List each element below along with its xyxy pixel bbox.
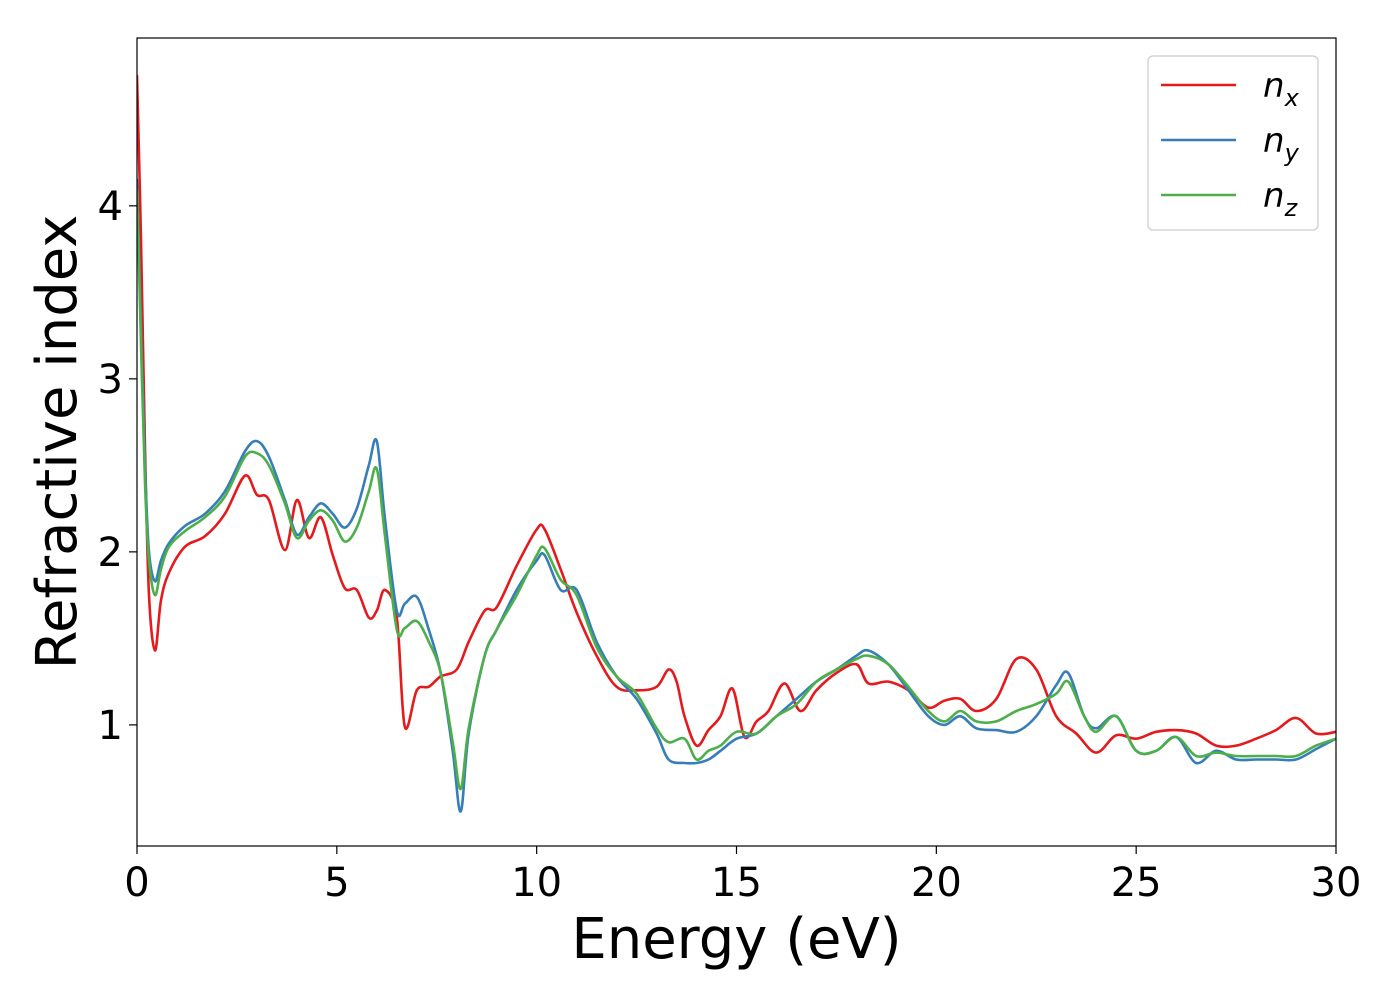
series-line-n-z: [137, 187, 1336, 791]
y-tick-label: 1: [98, 703, 123, 749]
y-axis: 1 2 3 4: [98, 184, 137, 749]
legend-label-subscript: z: [1284, 194, 1299, 222]
x-tick-label: 30: [1311, 860, 1362, 906]
x-tick-label: 15: [711, 860, 762, 906]
y-tick-label: 4: [98, 184, 123, 230]
series-layer: [137, 74, 1336, 813]
x-axis-title: Energy (eV): [571, 907, 901, 972]
y-tick-label: 2: [98, 530, 123, 576]
series-line-n-y: [137, 178, 1336, 813]
x-axis: 0 5 10 15 20 25 30: [124, 846, 1361, 906]
legend-label-n-y: ny: [1263, 121, 1300, 167]
x-tick-label: 0: [124, 860, 149, 906]
legend-label-subscript: x: [1284, 84, 1300, 112]
x-tick-label: 20: [911, 860, 962, 906]
x-tick-label: 10: [511, 860, 562, 906]
y-tick-label: 3: [98, 357, 123, 403]
legend-label-subscript: y: [1284, 139, 1300, 167]
legend-label-base: n: [1263, 121, 1285, 161]
legend-label-base: n: [1263, 66, 1285, 106]
x-tick-label: 5: [324, 860, 349, 906]
y-axis-title: Refractive index: [25, 215, 90, 670]
legend-label-base: n: [1263, 176, 1285, 216]
legend-label-n-z: nz: [1263, 176, 1299, 222]
x-tick-label: 25: [1111, 860, 1162, 906]
legend-label-n-x: nx: [1263, 66, 1300, 112]
series-line-n-x: [137, 74, 1336, 754]
legend-box: [1147, 55, 1319, 231]
